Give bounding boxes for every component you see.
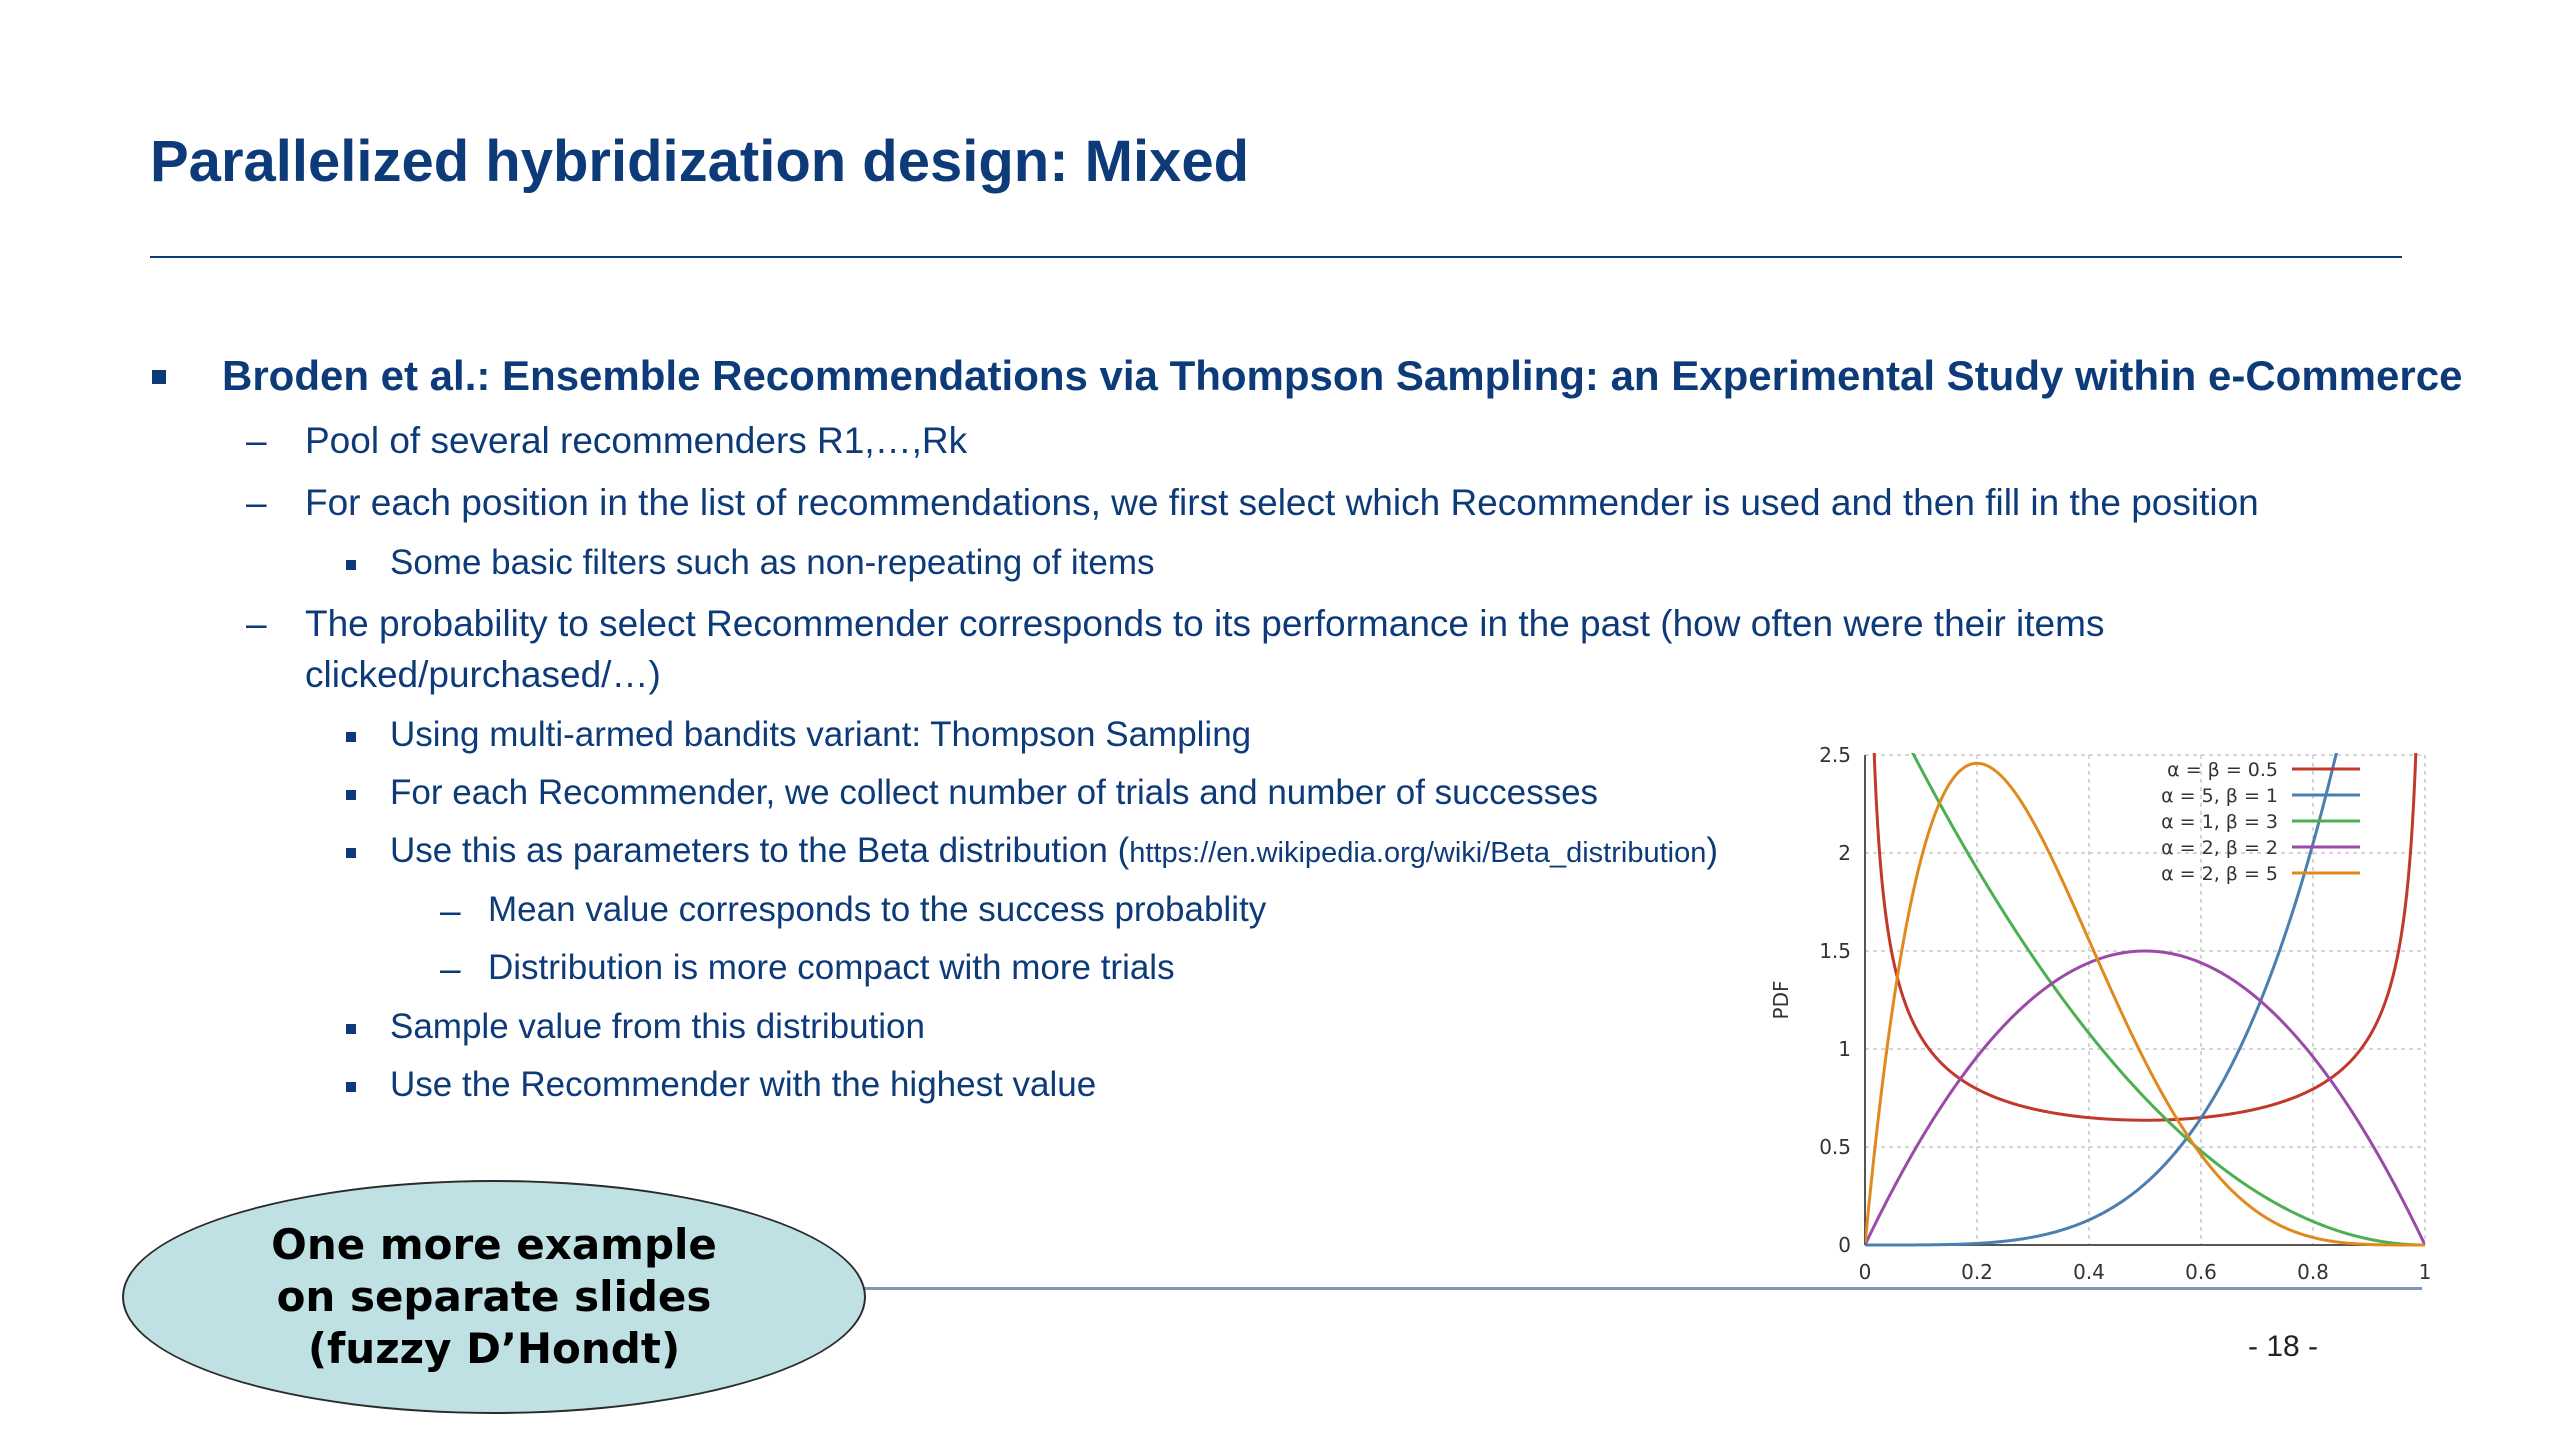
callout-line: on separate slides <box>276 1272 712 1321</box>
legend-label: α = β = 0.5 <box>2167 759 2278 781</box>
bullet-square-icon <box>346 1082 356 1092</box>
list-item: Pool of several recommenders R1,…,Rk <box>305 420 968 461</box>
x-tick-label: 0.2 <box>1961 1260 1993 1284</box>
series-line <box>1911 753 2425 1247</box>
x-tick-label: 0 <box>1859 1260 1872 1284</box>
bullet-square-icon <box>346 1024 356 1034</box>
list-item: Using multi-armed bandits variant: Thomp… <box>390 715 1252 754</box>
list-item-text: Use this as parameters to the Beta distr… <box>390 831 1130 870</box>
legend-label: α = 2, β = 5 <box>2161 863 2278 885</box>
legend-label: α = 5, β = 1 <box>2161 785 2278 807</box>
wikipedia-link[interactable]: https://en.wikipedia.org/wiki/Beta_distr… <box>1129 837 1707 869</box>
y-tick-label: 2.5 <box>1819 743 1851 767</box>
dash-icon: – <box>246 420 267 461</box>
list-item-suffix: ) <box>1706 831 1718 870</box>
y-tick-label: 1.5 <box>1819 939 1851 963</box>
x-tick-label: 0.4 <box>2073 1260 2105 1284</box>
bullet-square-icon <box>152 370 166 384</box>
dash-icon: – <box>246 482 267 523</box>
callout-line: (fuzzy D’Hondt) <box>307 1324 681 1373</box>
list-item-continuation: clicked/purchased/…) <box>305 654 661 695</box>
callout-line: One more example <box>271 1220 717 1269</box>
y-axis-label: PDF <box>1769 981 1793 1020</box>
series-line <box>1872 753 2418 1122</box>
x-tick-label: 1 <box>2419 1260 2432 1284</box>
legend-label: α = 2, β = 2 <box>2161 837 2278 859</box>
series-line <box>1865 949 2425 1246</box>
main-bullet-text: Broden et al.: Ensemble Recommendations … <box>222 352 2463 399</box>
page-number: - 18 - <box>2248 1330 2319 1363</box>
bullet-square-icon <box>346 790 356 800</box>
bullet-square-icon <box>346 732 356 742</box>
dash-icon: – <box>440 890 461 931</box>
slide-title: Parallelized hybridization design: Mixed <box>150 129 1249 194</box>
callout-oval: One more example on separate slides (fuz… <box>122 1180 866 1414</box>
title-divider <box>150 256 2402 258</box>
y-tick-label: 1 <box>1838 1037 1851 1061</box>
y-tick-label: 0 <box>1838 1233 1851 1257</box>
series-line <box>1865 753 2338 1247</box>
list-item: The probability to select Recommender co… <box>305 603 2105 644</box>
series-line <box>1865 761 2425 1247</box>
list-item: Use this as parameters to the Beta distr… <box>390 831 1718 871</box>
footer-divider <box>860 1287 2422 1290</box>
legend-label: α = 1, β = 3 <box>2161 811 2278 833</box>
list-item: Sample value from this distribution <box>390 1007 925 1046</box>
beta-distribution-chart: 0 0.2 0.4 0.6 0.8 1 0 0.5 1 1.5 2 2.5 PDF α = β = 0.5… <box>1740 730 2440 1290</box>
list-item: Use the Recommender with the highest val… <box>390 1065 1097 1104</box>
bullet-square-icon <box>346 848 356 858</box>
y-tick-label: 2 <box>1838 841 1851 865</box>
list-item: For each position in the list of recomme… <box>305 482 2259 523</box>
list-item: Distribution is more compact with more t… <box>488 948 1175 987</box>
bullet-square-icon <box>346 560 356 570</box>
x-tick-label: 0.6 <box>2185 1260 2217 1284</box>
list-item: Some basic filters such as non-repeating… <box>390 543 1155 582</box>
x-tick-label: 0.8 <box>2297 1260 2329 1284</box>
list-item: Mean value corresponds to the success pr… <box>488 890 1267 929</box>
dash-icon: – <box>440 948 461 989</box>
list-item: For each Recommender, we collect number … <box>390 773 1599 812</box>
dash-icon: – <box>246 603 267 644</box>
y-tick-label: 0.5 <box>1819 1135 1851 1159</box>
chart-svg: 0 0.2 0.4 0.6 0.8 1 0 0.5 1 1.5 2 2.5 PDF α = β = 0.5… <box>1769 743 2432 1284</box>
